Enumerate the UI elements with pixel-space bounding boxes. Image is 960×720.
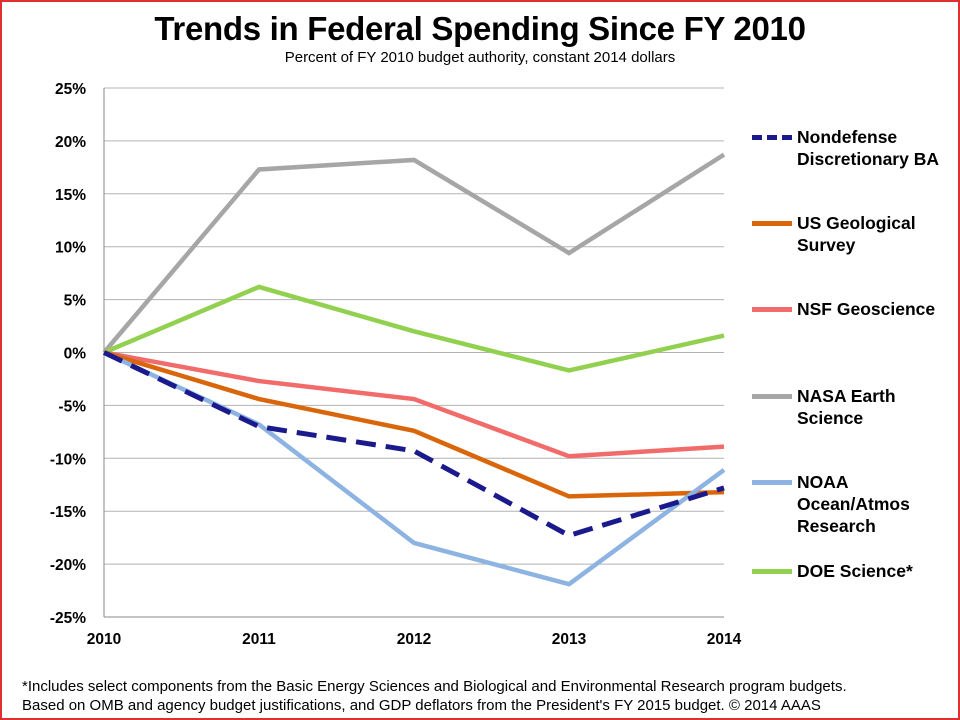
footnote-line-1: *Includes select components from the Bas…	[22, 678, 847, 695]
x-tick-label: 2011	[242, 631, 276, 648]
legend-swatch-nondefense	[752, 135, 792, 140]
legend-swatch-nasa	[752, 394, 792, 399]
series-line-nasa-earth-science	[102, 152, 726, 354]
series-line-doe-science	[103, 284, 725, 373]
footnote-line-2: Based on OMB and agency budget justifica…	[22, 697, 821, 714]
y-tick-label: -15%	[50, 504, 86, 521]
legend-swatch-doe	[752, 569, 792, 574]
legend-label-noaa: NOAA Ocean/Atmos Research	[797, 472, 910, 536]
legend-swatch-usgs	[752, 221, 792, 226]
legend-label-doe: DOE Science*	[797, 561, 913, 581]
legend-label-nasa: NASA Earth Science	[797, 386, 896, 428]
y-tick-label: -10%	[50, 451, 86, 468]
footnote: *Includes select components from the Bas…	[22, 677, 952, 715]
chart-title: Trends in Federal Spending Since FY 2010	[154, 10, 806, 47]
x-tick-label: 2012	[397, 631, 431, 648]
legend-label-usgs: US Geological Survey	[797, 213, 916, 255]
legend-label-nondefense: Nondefense Discretionary BA	[797, 127, 939, 169]
y-tick-label: 5%	[64, 293, 87, 310]
series-line-nondefense-discretionary-ba	[102, 350, 725, 539]
y-tick-label: 15%	[55, 187, 86, 204]
series-line-us-geological-survey	[103, 350, 725, 499]
y-tick-label: -20%	[50, 557, 86, 574]
series-line-noaa-ocean-atmos-research	[103, 350, 726, 587]
series-line-nsf-geoscience	[103, 350, 725, 459]
x-tick-label: 2013	[552, 631, 587, 648]
y-tick-label: 10%	[55, 240, 86, 257]
y-tick-label: 20%	[55, 134, 86, 151]
legend-label-nsf: NSF Geoscience	[797, 299, 936, 319]
chart-subtitle: Percent of FY 2010 budget authority, con…	[284, 49, 676, 66]
x-tick-label: 2014	[707, 631, 742, 648]
legend-swatch-nsf	[752, 307, 792, 312]
x-tick-label: 2010	[87, 631, 121, 648]
y-tick-label: 0%	[64, 346, 87, 363]
y-tick-label: -5%	[58, 398, 86, 415]
y-tick-label: 25%	[55, 81, 86, 98]
legend-swatch-noaa	[752, 480, 792, 485]
y-tick-label: -25%	[50, 610, 86, 627]
